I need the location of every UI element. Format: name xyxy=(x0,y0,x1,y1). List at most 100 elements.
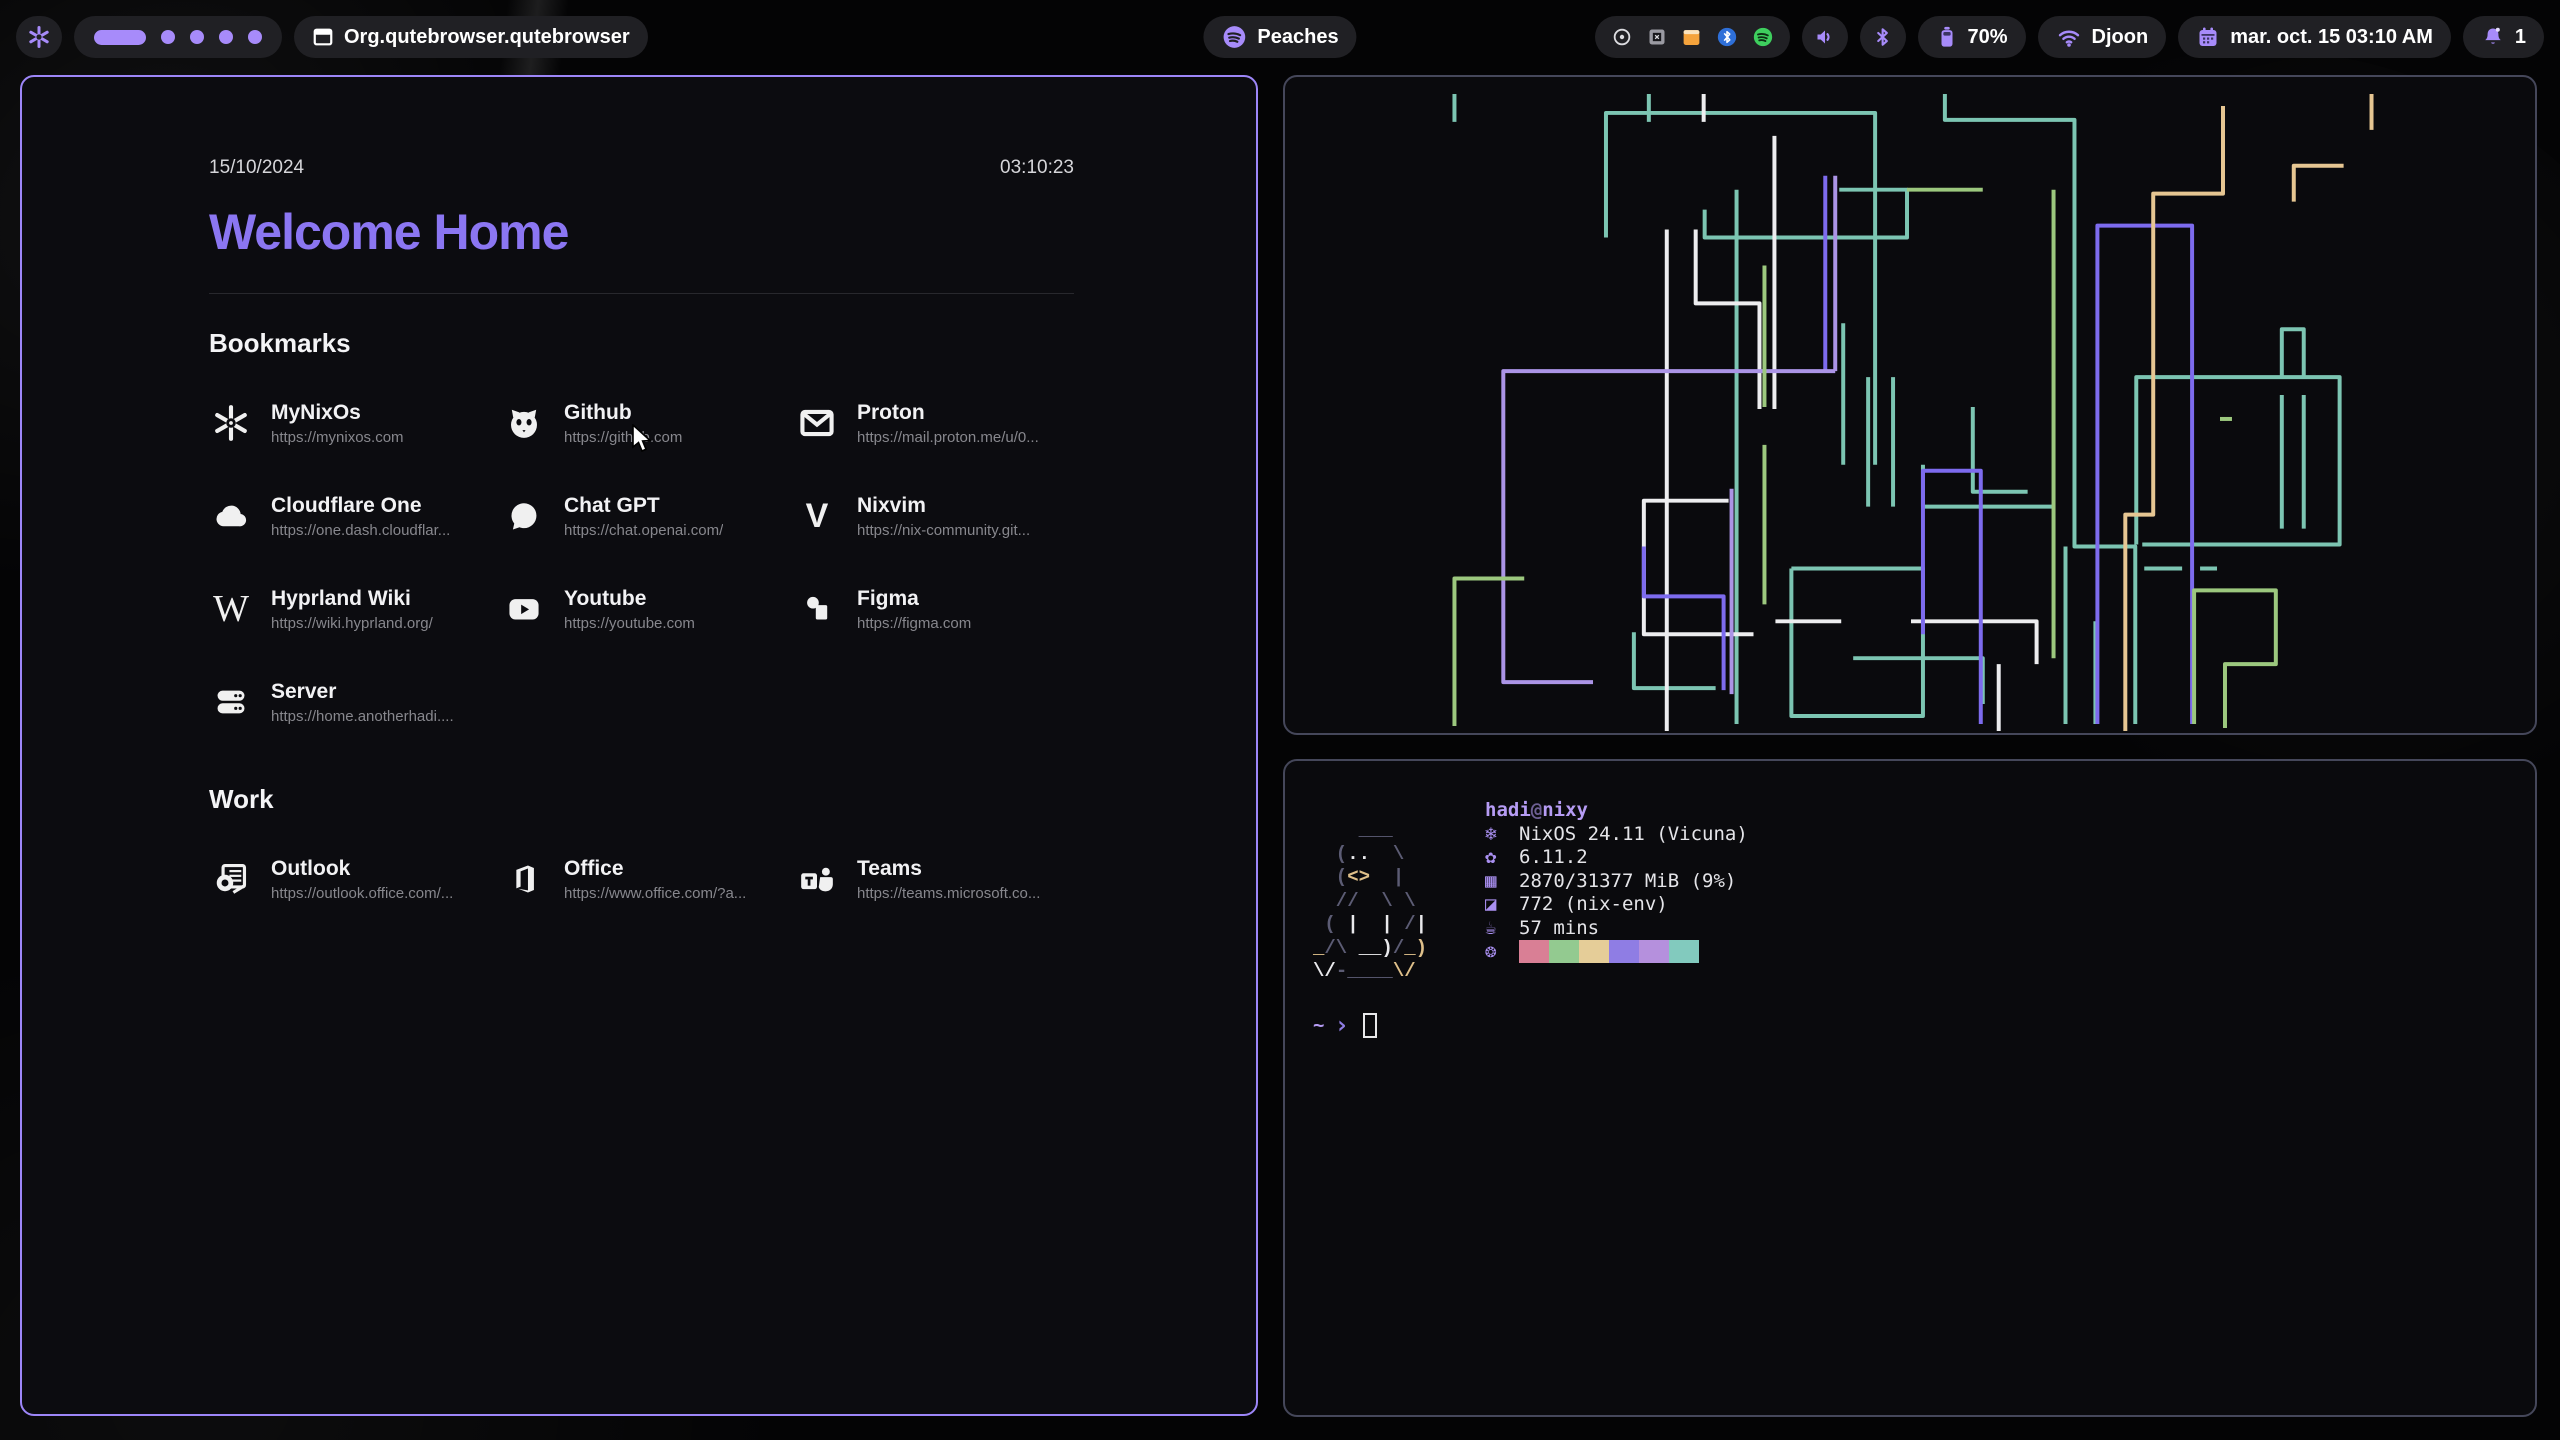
shell-prompt[interactable]: ~ › xyxy=(1313,1013,1377,1038)
notes-icon[interactable] xyxy=(1681,27,1702,48)
bookmark-mynixos[interactable]: MyNixOs https://mynixos.com xyxy=(209,393,502,453)
workspace-active-indicator[interactable] xyxy=(94,29,146,45)
mail-icon xyxy=(795,401,839,445)
pipes-art xyxy=(1452,93,2374,731)
office-icon xyxy=(502,857,546,901)
bookmark-figma[interactable]: Figma https://figma.com xyxy=(795,579,1088,639)
bookmark-title: Proton xyxy=(857,400,925,424)
server-icon xyxy=(209,680,253,724)
color-swatch xyxy=(1639,940,1669,964)
fastfetch-palette-row: ❂ xyxy=(1485,940,1748,964)
pipes-terminal-window[interactable] xyxy=(1283,75,2537,735)
spotify-icon xyxy=(1221,24,1247,50)
battery-indicator[interactable]: 70% xyxy=(1917,16,2026,58)
nix-icon xyxy=(209,401,253,445)
kdeconnect-icon[interactable] xyxy=(1647,27,1667,47)
wifi-indicator[interactable]: Djoon xyxy=(2037,16,2167,58)
bookmark-url: https://home.anotherhadi.... xyxy=(271,707,454,725)
media-title: Peaches xyxy=(1257,25,1339,48)
window-icon xyxy=(312,26,334,48)
bookmark-url: https://wiki.hyprland.org/ xyxy=(271,614,433,632)
bookmark-office[interactable]: Office https://www.office.com/?a... xyxy=(502,849,795,909)
fastfetch-packages-row: ◪ 772 (nix-env) xyxy=(1485,893,1748,917)
fastfetch-value: 6.11.2 xyxy=(1519,846,1588,868)
datetime-label: mar. oct. 15 03:10 AM xyxy=(2230,25,2433,48)
bookmark-chat-gpt[interactable]: Chat GPT https://chat.openai.com/ xyxy=(502,486,795,546)
fastfetch-value: 772 (nix-env) xyxy=(1519,893,1668,915)
chat-icon xyxy=(502,494,546,538)
uptime-icon: ☕ xyxy=(1485,916,1497,939)
vim-icon: V xyxy=(805,497,829,535)
workspace-dot[interactable] xyxy=(161,30,175,44)
outlook-icon xyxy=(209,857,253,901)
memory-icon: ▦ xyxy=(1485,869,1497,892)
fastfetch-value: NixOS 24.11 (Vicuna) xyxy=(1519,822,1748,845)
nix-launcher-button[interactable] xyxy=(16,16,62,58)
clock-pill[interactable]: mar. oct. 15 03:10 AM xyxy=(2178,16,2451,58)
startpage-date: 15/10/2024 xyxy=(209,157,305,178)
bookmark-title: Youtube xyxy=(564,586,647,610)
system-tray[interactable] xyxy=(1594,16,1790,58)
bookmark-url: https://github.com xyxy=(564,428,683,446)
fastfetch-os-row: ❄ NixOS 24.11 (Vicuna) xyxy=(1485,823,1748,847)
bookmark-title: Office xyxy=(564,856,624,880)
screenshare-icon[interactable] xyxy=(1611,26,1633,48)
color-swatch xyxy=(1669,940,1699,964)
spotify-tray-icon[interactable] xyxy=(1752,26,1774,48)
bookmark-grid: Outlook https://outlook.office.com/... Off… xyxy=(209,849,1074,909)
bookmark-title: MyNixOs xyxy=(271,400,361,424)
bell-icon xyxy=(2481,25,2505,49)
bookmark-title: Github xyxy=(564,400,632,424)
bluetooth-button[interactable] xyxy=(1859,16,1906,58)
bookmark-github[interactable]: Github https://github.com xyxy=(502,393,795,453)
bookmark-title: Outlook xyxy=(271,856,351,880)
bluetooth-icon xyxy=(1872,26,1894,48)
bookmark-proton[interactable]: Proton https://mail.proton.me/u/0... xyxy=(795,393,1088,453)
bookmark-teams[interactable]: Teams https://teams.microsoft.co... xyxy=(795,849,1088,909)
terminal-cursor xyxy=(1362,1013,1377,1038)
color-swatch xyxy=(1579,940,1609,964)
bookmark-url: https://figma.com xyxy=(857,614,972,632)
wiki-icon: W xyxy=(213,588,249,630)
bookmark-url: https://mail.proton.me/u/0... xyxy=(857,428,1039,446)
startpage: 15/10/2024 03:10:23 Welcome Home Bookmar… xyxy=(22,77,1256,909)
fastfetch-kernel-row: ✿ 6.11.2 xyxy=(1485,846,1748,870)
media-player-pill[interactable]: Peaches xyxy=(1203,16,1357,58)
bookmark-hyprland-wiki[interactable]: W Hyprland Wiki https://wiki.hyprland.org/ xyxy=(209,579,502,639)
prompt-chevron: › xyxy=(1334,1010,1349,1039)
terminal-color-swatches xyxy=(1519,940,1699,964)
notifications-pill[interactable]: 1 xyxy=(2462,16,2544,58)
bookmark-outlook[interactable]: Outlook https://outlook.office.com/... xyxy=(209,849,502,909)
workspace-switcher[interactable] xyxy=(74,16,282,58)
workspace-dot[interactable] xyxy=(190,30,204,44)
bookmark-url: https://one.dash.cloudflar... xyxy=(271,521,451,539)
bookmark-url: https://outlook.office.com/... xyxy=(271,884,454,902)
bookmark-cloudflare-one[interactable]: Cloudflare One https://one.dash.cloudflar… xyxy=(209,486,502,546)
bookmark-server[interactable]: Server https://home.anotherhadi.... xyxy=(209,672,502,732)
color-swatch xyxy=(1609,940,1639,964)
window-title: Org.qutebrowser.qutebrowser xyxy=(344,25,630,48)
bookmark-url: https://chat.openai.com/ xyxy=(564,521,724,539)
bookmark-url: https://youtube.com xyxy=(564,614,695,632)
workspace-dot[interactable] xyxy=(219,30,233,44)
bookmark-title: Hyprland Wiki xyxy=(271,586,411,610)
notification-count: 1 xyxy=(2514,25,2526,48)
kernel-icon: ✿ xyxy=(1485,846,1497,868)
fastfetch-value: 57 mins xyxy=(1519,916,1600,939)
qutebrowser-window[interactable]: 15/10/2024 03:10:23 Welcome Home Bookmar… xyxy=(20,75,1258,1416)
active-window-pill[interactable]: Org.qutebrowser.qutebrowser xyxy=(294,16,648,58)
color-swatch xyxy=(1549,940,1579,964)
fastfetch-terminal-window[interactable]: ___ (.. \ (<> | // \ \ ( | | /| _/\ __)/… xyxy=(1283,759,2537,1417)
bookmark-title: Figma xyxy=(857,586,919,610)
fastfetch-memory-row: ▦ 2870/31377 MiB (9%) xyxy=(1485,870,1748,894)
bookmark-youtube[interactable]: Youtube https://youtube.com xyxy=(502,579,795,639)
workspace-dot[interactable] xyxy=(248,30,262,44)
wifi-icon xyxy=(2056,25,2082,49)
prompt-path: ~ xyxy=(1313,1013,1325,1036)
fastfetch-uptime-row: ☕ 57 mins xyxy=(1485,917,1748,941)
bluetooth-tray-icon[interactable] xyxy=(1716,26,1738,48)
volume-button[interactable] xyxy=(1801,16,1848,58)
bookmark-nixvim[interactable]: V Nixvim https://nix-community.git... xyxy=(795,486,1088,546)
bookmark-grid: MyNixOs https://mynixos.com Github https://… xyxy=(209,393,1074,732)
section-heading-bookmarks: Bookmarks xyxy=(209,328,351,358)
